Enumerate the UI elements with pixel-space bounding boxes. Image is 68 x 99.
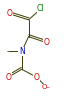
Text: O: O [43, 38, 49, 47]
Text: O–: O– [42, 84, 51, 90]
Text: N: N [19, 47, 25, 56]
Text: O: O [34, 73, 40, 82]
Text: O: O [5, 73, 11, 82]
Text: O: O [7, 9, 12, 18]
Text: –: – [6, 47, 10, 56]
Text: Cl: Cl [37, 4, 45, 13]
